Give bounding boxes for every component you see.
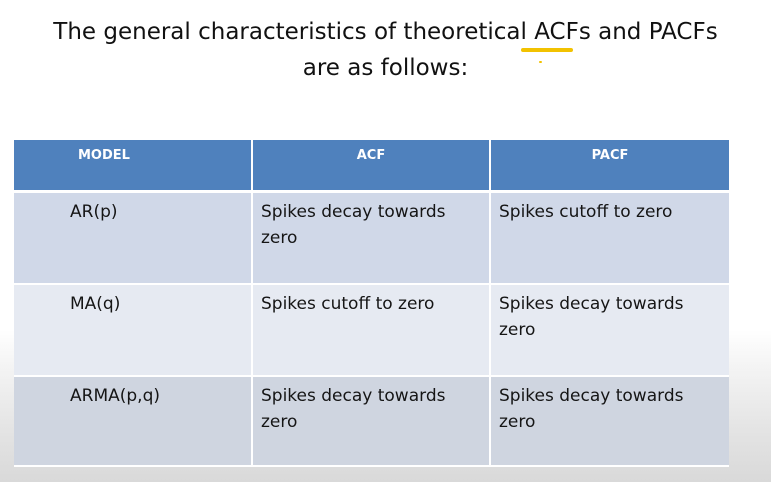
slide-title: The general characteristics of theoretic… [0, 14, 771, 86]
cell-model: MA(q) [14, 284, 253, 377]
cell-model: ARMA(p,q) [14, 376, 253, 467]
cell-pacf: Spikes cutoff to zero [490, 191, 729, 285]
header-model-label: MODEL [78, 148, 130, 163]
cell-pacf: Spikes decay towards zero [490, 376, 729, 467]
table-row: ARMA(p,q) Spikes decay towards zero Spik… [14, 376, 729, 467]
cell-acf: Spikes cutoff to zero [252, 284, 491, 377]
header-pacf: PACF [490, 140, 729, 193]
header-acf-label: ACF [356, 148, 386, 163]
cell-acf: Spikes decay towards zero [252, 191, 491, 285]
pen-underline-annotation [521, 48, 573, 52]
acf-pacf-table: MODEL ACF PACF AR(p) Spikes decay toward… [14, 140, 729, 467]
header-model: MODEL [14, 140, 253, 193]
table-row: MA(q) Spikes cutoff to zero Spikes decay… [14, 284, 729, 377]
header-acf: ACF [252, 140, 491, 193]
cell-acf: Spikes decay towards zero [252, 376, 491, 467]
table-header-row: MODEL ACF PACF [14, 140, 729, 193]
slide-title-line-2: are as follows: [302, 55, 469, 81]
cell-model: AR(p) [14, 191, 253, 285]
header-pacf-label: PACF [591, 148, 629, 163]
pen-dot-annotation [539, 61, 542, 63]
table-row: AR(p) Spikes decay towards zero Spikes c… [14, 191, 729, 285]
slide-title-line-1: The general characteristics of theoretic… [53, 19, 718, 45]
cell-pacf: Spikes decay towards zero [490, 284, 729, 377]
